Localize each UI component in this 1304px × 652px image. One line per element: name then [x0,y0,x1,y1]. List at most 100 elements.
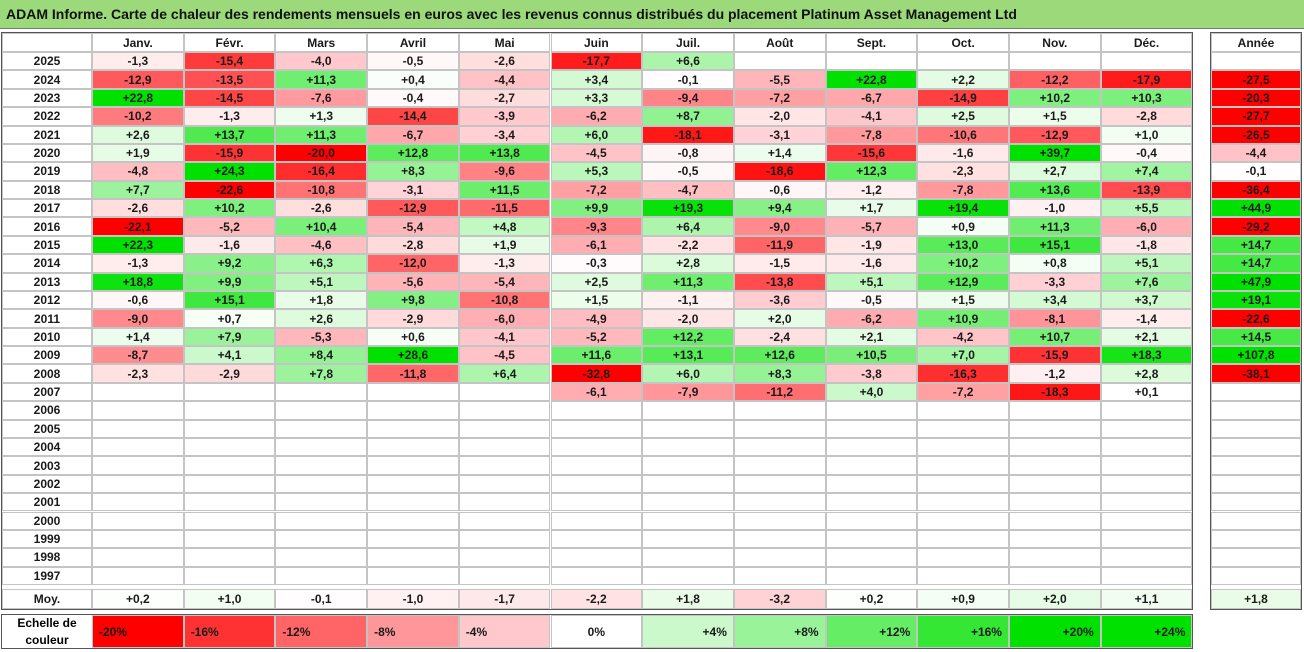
annual-cell: +14,7 [1211,235,1301,255]
heatmap-cell [275,401,368,420]
heatmap-cell: -22,6 [183,180,276,200]
heatmap-cell [825,52,918,71]
heatmap-cell: +2,5 [917,107,1009,126]
year-label: 2001 [2,493,92,512]
heatmap-cell: +2,1 [825,327,918,347]
heatmap-cell: -6,7 [367,125,459,144]
column-header: Févr. [183,33,276,52]
heatmap-cell [733,401,826,420]
heatmap-cell [458,382,551,402]
heatmap-cell: -0,5 [825,290,918,310]
column-header: Nov. [1009,33,1101,52]
heatmap-cell: +1,5 [917,290,1009,310]
heatmap-cell [733,529,826,549]
heatmap-cell: -14,4 [367,107,459,126]
heatmap-cell: -4,9 [550,309,643,328]
heatmap-cell: -15,6 [825,143,918,163]
heatmap-cell: +5,1 [825,272,918,291]
heatmap-cell: -9,6 [458,162,551,181]
avg-cell: -0,1 [275,589,368,609]
heatmap-cell: -4,1 [458,327,551,347]
column-header: Oct. [917,33,1009,52]
heatmap-cell: +1,4 [733,143,826,163]
color-scale-step: 0% [550,615,643,648]
year-label: 2014 [2,254,92,273]
heatmap-cell: -12,0 [367,254,459,273]
heatmap-cell [1100,456,1193,475]
heatmap-cell: -10,8 [275,180,368,200]
heatmap-cell [917,548,1009,567]
heatmap-cell [367,511,459,530]
heatmap-cell: +2,8 [1100,364,1193,383]
year-label: 2012 [2,290,92,310]
year-label: 2025 [2,52,92,71]
heatmap-cell: +2,1 [1100,327,1193,347]
heatmap-cell: -7,8 [917,180,1009,200]
heatmap-cell: +39,7 [1009,143,1101,163]
heatmap-cell: -3,9 [458,107,551,126]
heatmap-cell: +0,8 [1009,254,1101,273]
heatmap-cell [1100,474,1193,494]
heatmap-cell: -10,6 [917,125,1009,144]
heatmap-cell: +2,2 [917,70,1009,89]
heatmap-cell: +22,8 [92,88,184,108]
heatmap-cell: +11,3 [1009,217,1101,236]
color-scale-step: +20% [1009,615,1101,648]
heatmap-cell [92,401,184,420]
heatmap-cell [825,474,918,494]
avg-row-label: Moy. [2,589,92,609]
annual-cell [1211,401,1301,420]
color-scale-step: +24% [1100,615,1193,648]
heatmap-cell: +0,4 [367,70,459,89]
annual-cell [1211,456,1301,475]
heatmap-cell: -13,8 [733,272,826,291]
annual-cell [1211,493,1301,512]
heatmap-cell [367,437,459,457]
year-label: 2004 [2,437,92,457]
heatmap-cell: -1,6 [917,143,1009,163]
year-label: 2016 [2,217,92,236]
heatmap-cell [275,566,368,585]
heatmap-cell: -15,9 [183,143,276,163]
heatmap-cell [183,474,276,494]
heatmap-cell: -0,4 [367,88,459,108]
heatmap-cell: +10,4 [275,217,368,236]
heatmap-cell [92,511,184,530]
heatmap-cell: +8,3 [367,162,459,181]
heatmap-cell: -1,5 [733,254,826,273]
heatmap-cell [275,511,368,530]
year-label: 2021 [2,125,92,144]
heatmap-cell: -12,9 [1009,125,1101,144]
heatmap-cell: -16,4 [275,162,368,181]
heatmap-cell: -2,9 [367,309,459,328]
color-scale-step: -20% [92,615,184,648]
heatmap-cell: -0,5 [367,52,459,71]
heatmap-cell: +15,1 [183,290,276,310]
annual-cell: -22,6 [1211,309,1301,328]
annual-cell: +14,5 [1211,327,1301,347]
avg-cell: +1,1 [1100,589,1193,609]
color-scale-step: +8% [733,615,826,648]
heatmap-cell: -8,1 [1009,309,1101,328]
avg-cell: -3,2 [733,589,826,609]
color-scale-step: +12% [825,615,918,648]
heatmap-cell: +0,1 [1100,382,1193,402]
heatmap-cell: -2,0 [733,107,826,126]
heatmap-cell: -11,2 [733,382,826,402]
heatmap-cell [642,529,734,549]
heatmap-cell: -4,7 [642,180,734,200]
heatmap-cell: -4,2 [917,327,1009,347]
heatmap-cell [183,511,276,530]
heatmap-cell: +13,0 [917,235,1009,255]
heatmap-cell [92,456,184,475]
heatmap-cell: +4,0 [825,382,918,402]
year-label: 2005 [2,419,92,438]
heatmap-cell [1009,529,1101,549]
heatmap-cell: +7,4 [1100,162,1193,181]
heatmap-cell: -10,2 [92,107,184,126]
avg-cell: +1,0 [183,589,276,609]
heatmap-cell [550,511,643,530]
heatmap-cell: -7,2 [550,180,643,200]
heatmap-cell: +6,6 [642,52,734,71]
